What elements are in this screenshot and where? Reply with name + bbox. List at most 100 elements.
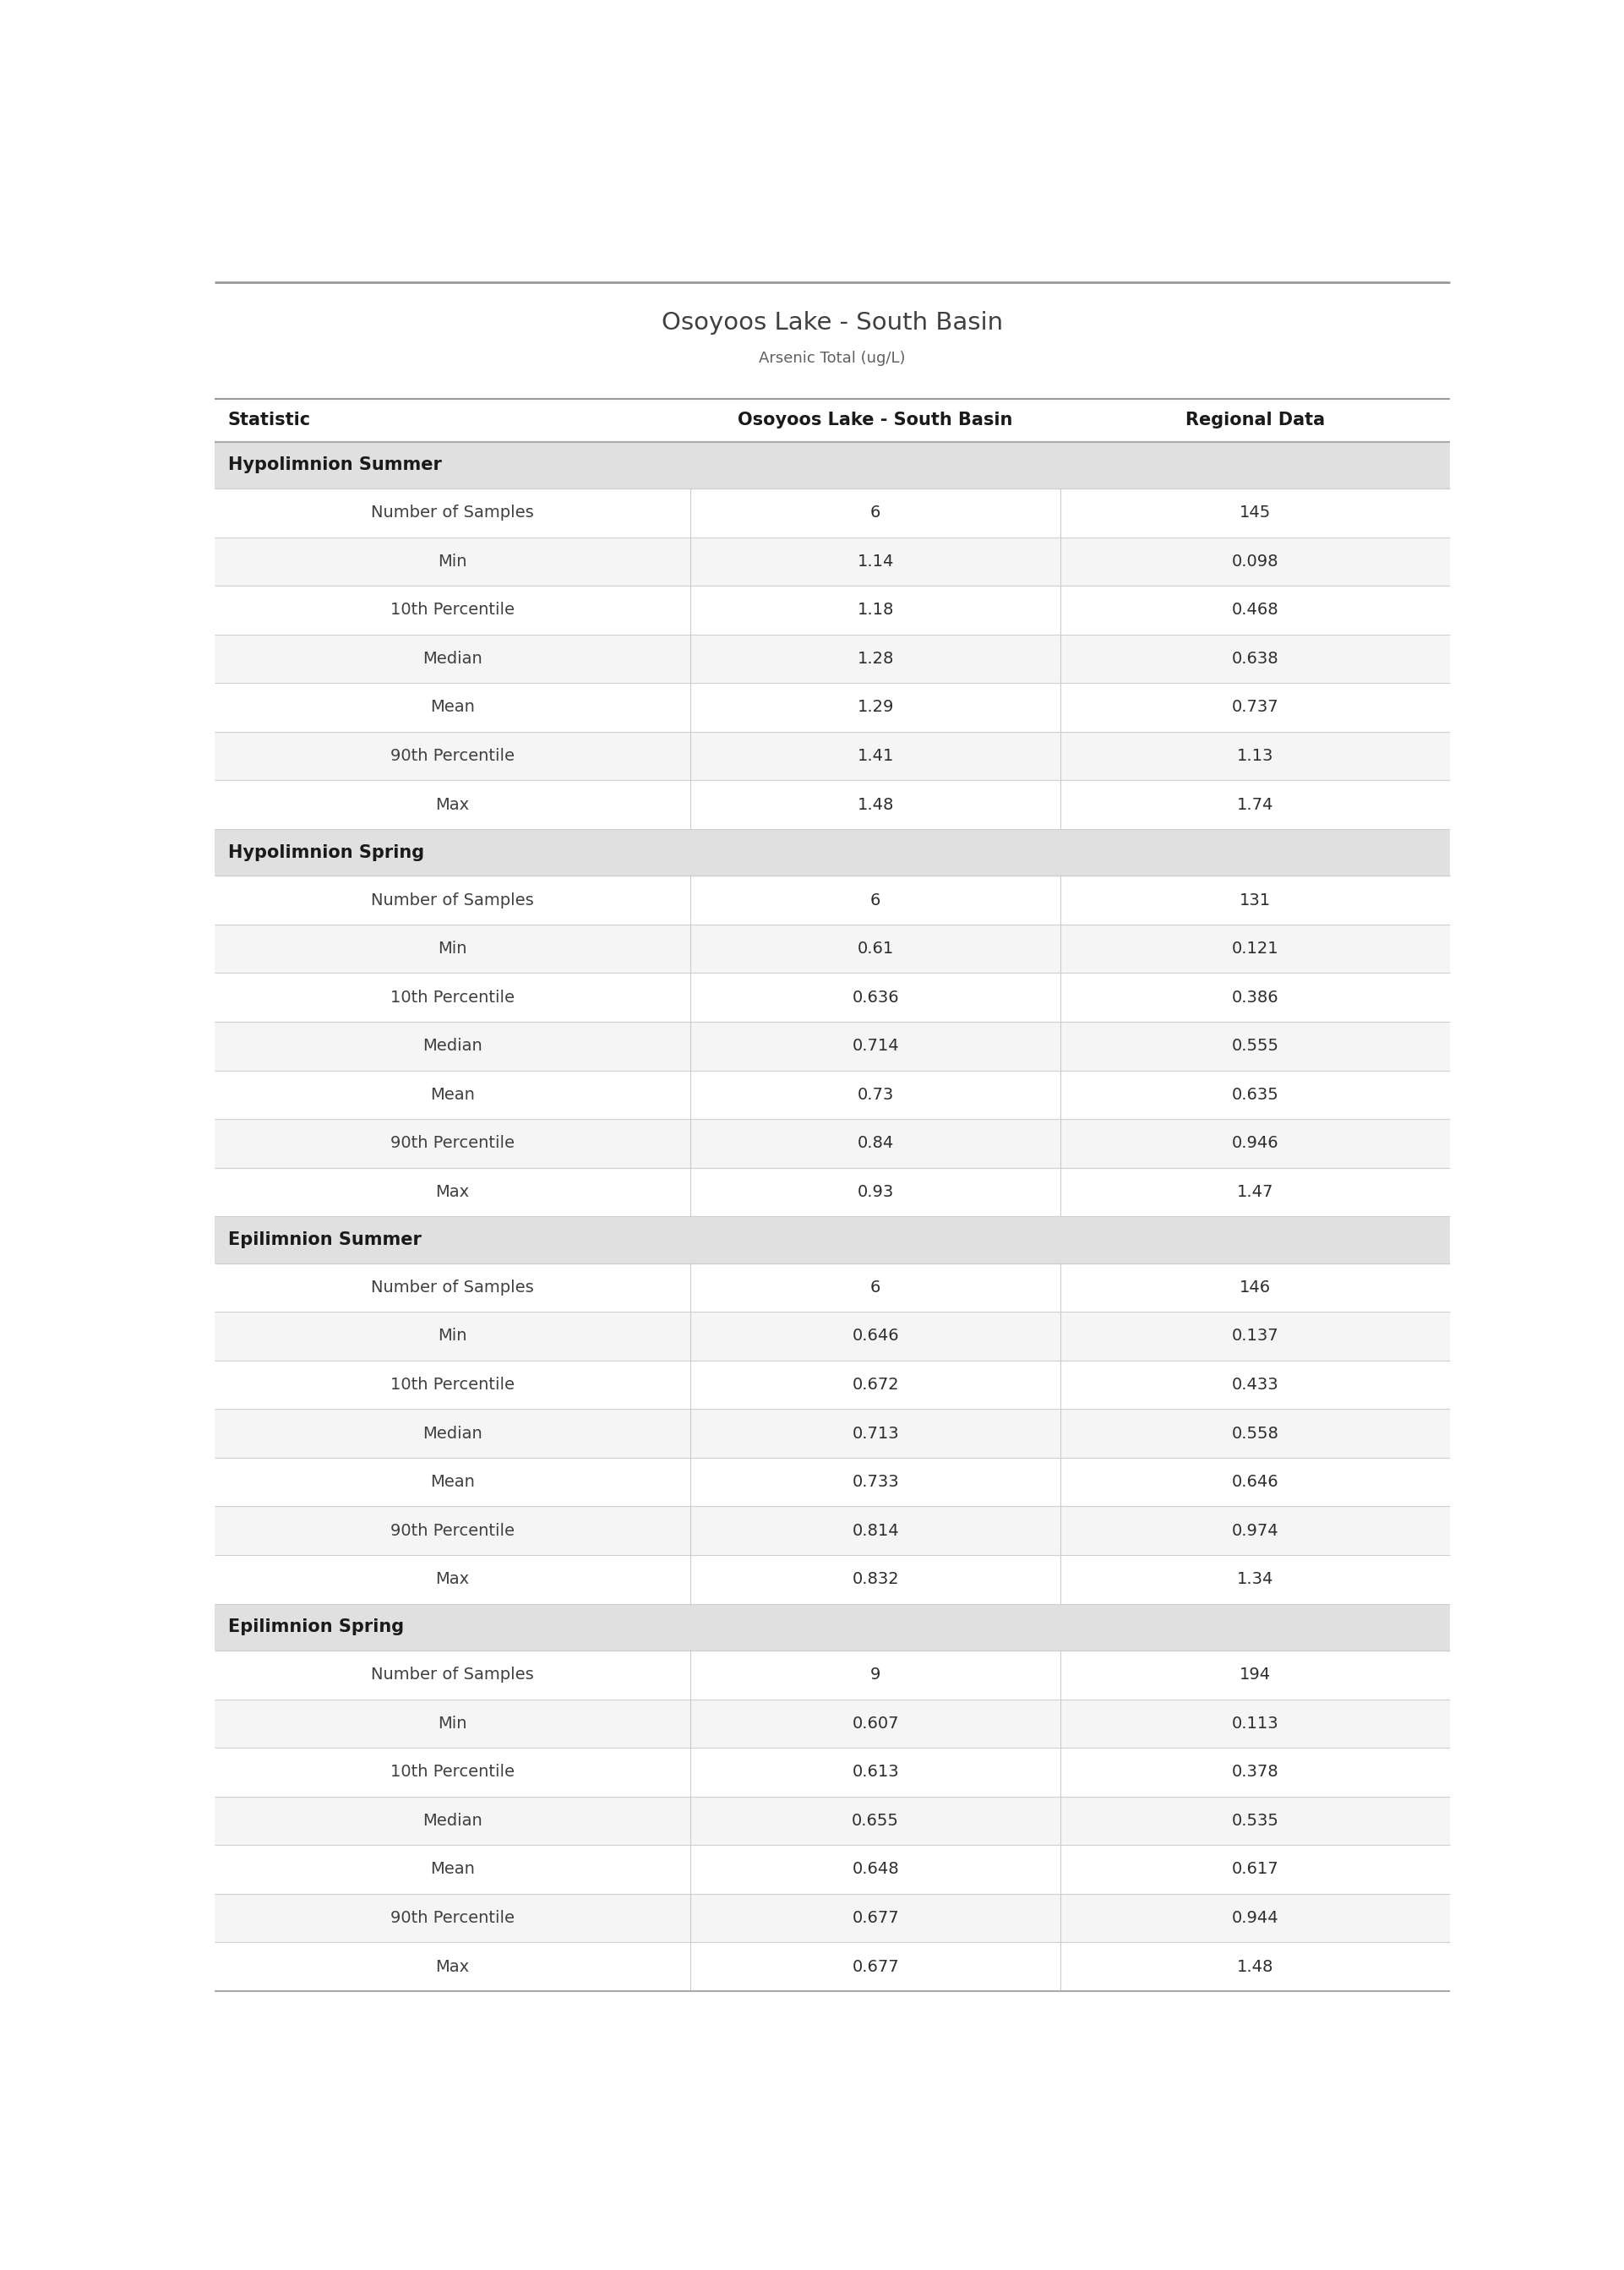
Text: Number of Samples: Number of Samples	[372, 1280, 534, 1296]
Text: Min: Min	[438, 940, 468, 956]
Text: 1.48: 1.48	[1237, 1959, 1273, 1975]
Text: 0.677: 0.677	[853, 1959, 900, 1975]
Text: 0.648: 0.648	[853, 1861, 900, 1877]
Bar	[214, 586, 1450, 633]
Bar	[214, 443, 1450, 488]
Text: 0.713: 0.713	[853, 1426, 900, 1441]
Text: 0.84: 0.84	[857, 1135, 893, 1151]
Bar	[214, 1312, 1450, 1360]
Text: 1.14: 1.14	[857, 554, 893, 570]
Text: Number of Samples: Number of Samples	[372, 1666, 534, 1682]
Text: 0.638: 0.638	[1231, 651, 1278, 667]
Bar	[214, 1748, 1450, 1796]
Bar	[214, 1603, 1450, 1650]
Bar	[214, 1022, 1450, 1071]
Text: 0.814: 0.814	[853, 1523, 900, 1539]
Text: 90th Percentile: 90th Percentile	[390, 1523, 515, 1539]
Text: 0.974: 0.974	[1231, 1523, 1278, 1539]
Text: 0.635: 0.635	[1231, 1087, 1278, 1103]
Bar	[214, 974, 1450, 1021]
Text: Regional Data: Regional Data	[1186, 411, 1325, 429]
Text: 0.93: 0.93	[857, 1185, 893, 1201]
Text: 1.13: 1.13	[1237, 747, 1273, 765]
Text: Epilimnion Spring: Epilimnion Spring	[227, 1619, 404, 1637]
Text: Osoyoos Lake - South Basin: Osoyoos Lake - South Basin	[737, 411, 1013, 429]
Text: Number of Samples: Number of Samples	[372, 892, 534, 908]
Bar	[214, 683, 1450, 731]
Text: 10th Percentile: 10th Percentile	[390, 602, 515, 617]
Text: 0.433: 0.433	[1231, 1376, 1278, 1394]
Text: Median: Median	[422, 1037, 482, 1053]
Text: Min: Min	[438, 554, 468, 570]
Text: 0.61: 0.61	[857, 940, 893, 956]
Bar	[214, 829, 1450, 876]
Text: 0.73: 0.73	[857, 1087, 893, 1103]
Bar	[214, 400, 1450, 443]
Text: 0.714: 0.714	[853, 1037, 900, 1053]
Text: 90th Percentile: 90th Percentile	[390, 1909, 515, 1925]
Text: 10th Percentile: 10th Percentile	[390, 1376, 515, 1394]
Text: Mean: Mean	[430, 1861, 474, 1877]
Text: 6: 6	[870, 1280, 880, 1296]
Text: Mean: Mean	[430, 1473, 474, 1489]
Text: 0.098: 0.098	[1233, 554, 1278, 570]
Text: Statistic: Statistic	[227, 411, 310, 429]
Bar	[214, 1893, 1450, 1943]
Text: Osoyoos Lake - South Basin: Osoyoos Lake - South Basin	[661, 311, 1004, 334]
Text: Median: Median	[422, 1426, 482, 1441]
Text: 131: 131	[1239, 892, 1272, 908]
Text: 0.468: 0.468	[1231, 602, 1278, 617]
Bar	[214, 281, 1450, 400]
Bar	[214, 1700, 1450, 1748]
Bar	[214, 1119, 1450, 1167]
Text: 1.29: 1.29	[857, 699, 893, 715]
Text: Mean: Mean	[430, 1087, 474, 1103]
Text: 0.113: 0.113	[1231, 1716, 1278, 1732]
Text: 0.386: 0.386	[1231, 990, 1278, 1006]
Bar	[214, 538, 1450, 586]
Text: Hypolimnion Spring: Hypolimnion Spring	[227, 844, 424, 860]
Text: 0.607: 0.607	[853, 1716, 900, 1732]
Bar	[214, 1650, 1450, 1700]
Bar	[214, 488, 1450, 538]
Text: 0.737: 0.737	[1231, 699, 1278, 715]
Bar	[214, 633, 1450, 683]
Bar	[214, 1167, 1450, 1217]
Text: 10th Percentile: 10th Percentile	[390, 1764, 515, 1780]
Bar	[214, 1796, 1450, 1846]
Text: Max: Max	[435, 1571, 469, 1587]
Bar	[214, 1943, 1450, 1991]
Text: 0.617: 0.617	[1231, 1861, 1278, 1877]
Text: Max: Max	[435, 1959, 469, 1975]
Bar	[214, 1846, 1450, 1893]
Text: 0.378: 0.378	[1231, 1764, 1278, 1780]
Text: 194: 194	[1239, 1666, 1272, 1682]
Bar	[214, 731, 1450, 781]
Text: 0.655: 0.655	[853, 1814, 900, 1830]
Text: 0.558: 0.558	[1231, 1426, 1280, 1441]
Bar	[214, 1071, 1450, 1119]
Bar	[214, 924, 1450, 974]
Text: 1.34: 1.34	[1237, 1571, 1273, 1587]
Text: Mean: Mean	[430, 699, 474, 715]
Text: 0.121: 0.121	[1231, 940, 1278, 956]
Text: 9: 9	[870, 1666, 880, 1682]
Text: Epilimnion Summer: Epilimnion Summer	[227, 1230, 421, 1249]
Text: 1.28: 1.28	[857, 651, 893, 667]
Text: 1.18: 1.18	[857, 602, 893, 617]
Bar	[214, 1262, 1450, 1312]
Text: 10th Percentile: 10th Percentile	[390, 990, 515, 1006]
Text: Hypolimnion Summer: Hypolimnion Summer	[227, 456, 442, 474]
Text: 0.832: 0.832	[853, 1571, 900, 1587]
Text: 90th Percentile: 90th Percentile	[390, 1135, 515, 1151]
Text: Arsenic Total (ug/L): Arsenic Total (ug/L)	[758, 350, 906, 365]
Text: Max: Max	[435, 1185, 469, 1201]
Text: Min: Min	[438, 1328, 468, 1344]
Text: 0.646: 0.646	[853, 1328, 900, 1344]
Text: Min: Min	[438, 1716, 468, 1732]
Text: 0.733: 0.733	[853, 1473, 900, 1489]
Text: 0.535: 0.535	[1231, 1814, 1280, 1830]
Text: 0.555: 0.555	[1231, 1037, 1280, 1053]
Text: 90th Percentile: 90th Percentile	[390, 747, 515, 765]
Text: 0.946: 0.946	[1231, 1135, 1278, 1151]
